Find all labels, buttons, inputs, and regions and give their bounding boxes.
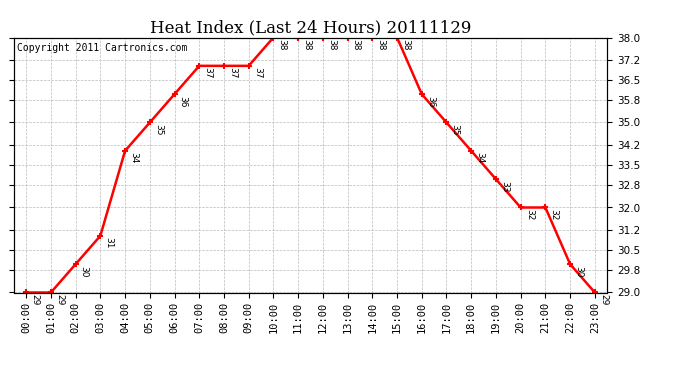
Text: 38: 38 [352, 39, 361, 50]
Text: 29: 29 [599, 294, 608, 305]
Text: 32: 32 [525, 209, 534, 220]
Text: 29: 29 [30, 294, 39, 305]
Text: 38: 38 [401, 39, 410, 50]
Text: 31: 31 [104, 237, 113, 249]
Text: 37: 37 [228, 67, 237, 79]
Text: 29: 29 [55, 294, 64, 305]
Text: 34: 34 [129, 152, 138, 164]
Text: 38: 38 [327, 39, 336, 50]
Text: 35: 35 [154, 124, 163, 135]
Text: Copyright 2011 Cartronics.com: Copyright 2011 Cartronics.com [17, 43, 187, 52]
Text: 37: 37 [253, 67, 262, 79]
Text: 34: 34 [475, 152, 484, 164]
Text: 35: 35 [451, 124, 460, 135]
Text: 33: 33 [500, 180, 509, 192]
Text: 38: 38 [377, 39, 386, 50]
Text: 36: 36 [179, 96, 188, 107]
Text: 37: 37 [204, 67, 213, 79]
Text: 36: 36 [426, 96, 435, 107]
Text: 38: 38 [302, 39, 311, 50]
Text: 32: 32 [549, 209, 558, 220]
Title: Heat Index (Last 24 Hours) 20111129: Heat Index (Last 24 Hours) 20111129 [150, 19, 471, 36]
Text: 30: 30 [574, 266, 583, 277]
Text: 30: 30 [80, 266, 89, 277]
Text: 38: 38 [277, 39, 286, 50]
